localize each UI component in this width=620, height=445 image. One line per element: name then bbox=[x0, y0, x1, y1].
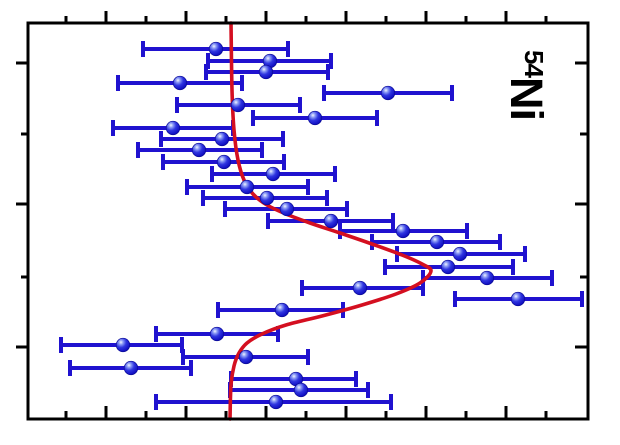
data-point-sphere bbox=[380, 85, 396, 101]
data-point-sphere bbox=[440, 259, 456, 275]
data-point-sphere bbox=[274, 302, 290, 318]
data-point-sphere bbox=[452, 246, 468, 262]
data-point-sphere bbox=[258, 64, 274, 80]
data-point-sphere bbox=[230, 97, 246, 113]
plot-area bbox=[16, 11, 590, 421]
isotope-mass-number: 54 bbox=[519, 50, 549, 77]
data-point-sphere bbox=[279, 201, 295, 217]
data-point-sphere bbox=[307, 110, 323, 126]
data-point-sphere bbox=[510, 291, 526, 307]
data-point-sphere bbox=[115, 337, 131, 353]
data-point-sphere bbox=[352, 280, 368, 296]
data-point-sphere bbox=[395, 223, 411, 239]
fit-curve bbox=[228, 21, 433, 421]
data-point-sphere bbox=[165, 120, 181, 136]
data-point-sphere bbox=[208, 41, 224, 57]
data-point-sphere bbox=[293, 382, 309, 398]
isotope-label: 54Ni bbox=[501, 37, 559, 133]
isotope-element-symbol: Ni bbox=[501, 76, 552, 120]
data-point-sphere bbox=[268, 394, 284, 410]
data-point-sphere bbox=[429, 234, 445, 250]
data-point-sphere bbox=[479, 270, 495, 286]
data-point-sphere bbox=[191, 142, 207, 158]
data-point-sphere bbox=[123, 360, 139, 376]
data-point-sphere bbox=[216, 154, 232, 170]
data-point-sphere bbox=[214, 131, 230, 147]
data-point-sphere bbox=[172, 75, 188, 91]
data-point-sphere bbox=[209, 326, 225, 342]
data-point-sphere bbox=[238, 349, 254, 365]
plot-frame bbox=[26, 21, 590, 421]
data-point-sphere bbox=[259, 190, 275, 206]
data-point-sphere bbox=[265, 166, 281, 182]
data-point-sphere bbox=[323, 213, 339, 229]
data-point-sphere bbox=[239, 179, 255, 195]
